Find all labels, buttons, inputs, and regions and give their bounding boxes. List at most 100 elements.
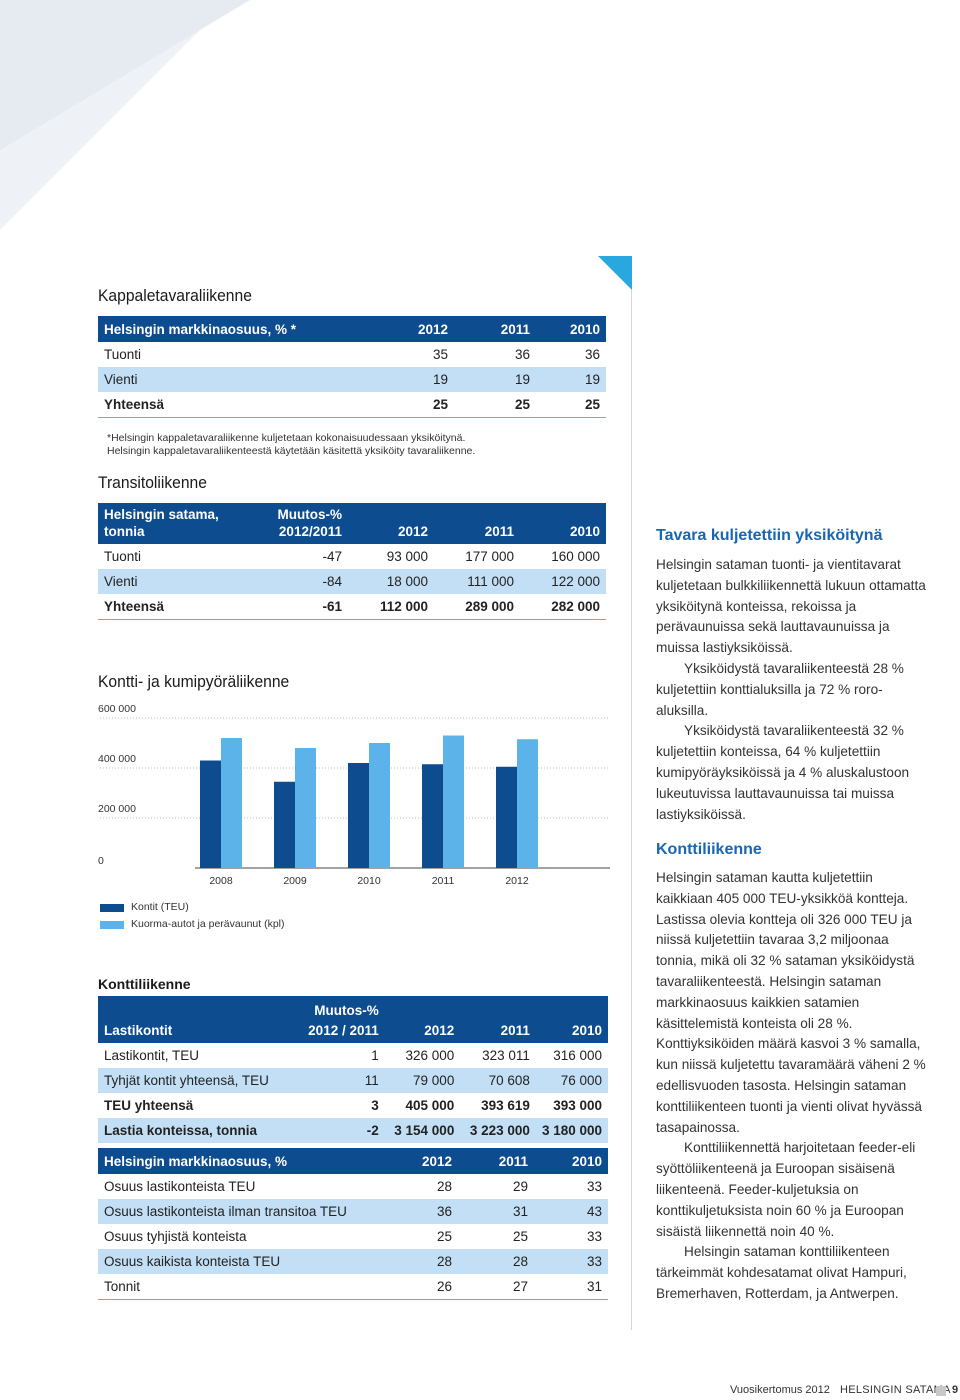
table-cell: 31 — [534, 1274, 608, 1300]
section-title-konttiliikenne: Konttiliikenne — [98, 976, 191, 992]
table-header — [348, 503, 434, 522]
table-row: Osuus tyhjistä konteista 25 25 33 — [98, 1224, 608, 1249]
table-header: Helsingin markkinaosuus, % * — [98, 316, 378, 342]
table-cell: Yhteensä — [98, 594, 248, 620]
footer-square-icon — [936, 1386, 946, 1396]
table-cell: 35 — [432, 347, 448, 362]
page-number: 9 — [952, 1384, 959, 1396]
table-header: 2010 — [520, 522, 606, 544]
table-cell: 27 — [458, 1274, 534, 1300]
table-cell: -2 — [277, 1118, 385, 1143]
table-cell: 28 — [436, 1179, 452, 1194]
table-header-row: Helsingin markkinaosuus, % 2012 2011 201… — [98, 1148, 608, 1174]
y-tick-label: 600 000 — [98, 703, 136, 715]
table-cell: 18 000 — [348, 569, 434, 594]
bar-kuorma-autot — [517, 739, 538, 868]
kontti-share-table: Helsingin markkinaosuus, % 2012 2011 201… — [98, 1148, 608, 1300]
sidebar-heading: Konttiliikenne — [656, 841, 762, 858]
table-cell: 177 000 — [465, 549, 514, 564]
sidebar-paragraph: Yksiköidystä tavaraliikenteestä 28 % kul… — [656, 660, 904, 718]
table-cell: 122 000 — [520, 569, 606, 594]
table-row: Tuonti 35 36 36 — [98, 342, 606, 367]
table-header: Helsingin satama, — [98, 503, 248, 522]
legend-swatch-kuorma — [100, 921, 124, 929]
kappaletavara-table: Helsingin markkinaosuus, % * 2012 2011 2… — [98, 316, 606, 418]
table-cell: 405 000 — [405, 1098, 455, 1113]
table-header: tonnia — [98, 522, 248, 544]
table-row: TEU yhteensä 3 405 000 393 619 393 000 — [98, 1093, 608, 1118]
background-decoration-inner — [0, 0, 250, 150]
table-row: Tyhjät kontit yhteensä, TEU 11 79 000 70… — [98, 1068, 608, 1093]
bar-kontit — [348, 763, 369, 868]
table-cell: 25 — [454, 392, 536, 418]
transito-table: Helsingin satama, Muutos-% tonnia 2012/2… — [98, 503, 606, 620]
y-tick-label: 200 000 — [98, 803, 136, 815]
sidebar-paragraph: Helsingin sataman kautta kuljetettiin ka… — [656, 870, 926, 1135]
table-row: Tonnit 26 27 31 — [98, 1274, 608, 1300]
bar-kontit — [422, 764, 443, 868]
table-header — [434, 503, 520, 522]
table-cell: Tonnit — [98, 1274, 388, 1300]
table-cell: 3 — [371, 1098, 379, 1113]
bar-kuorma-autot — [295, 748, 316, 868]
table-cell: 323 011 — [482, 1048, 530, 1063]
table-cell: 36 — [584, 347, 600, 362]
table-cell: 3 154 000 — [384, 1118, 461, 1143]
table-cell: 31 — [458, 1199, 534, 1224]
sidebar-paragraph: Helsingin sataman konttiliikenteen tärke… — [656, 1244, 907, 1301]
table-cell: Lastia konteissa, tonnia — [98, 1118, 278, 1143]
x-tick-label: 2008 — [209, 875, 233, 887]
table-row: Yhteensä -61 112 000 289 000 282 000 — [98, 594, 606, 620]
table-header: 2012/2011 — [248, 522, 348, 544]
table-header: Lastikontit — [98, 1021, 278, 1043]
footer-org: HELSINGIN SATAMA — [840, 1384, 951, 1396]
table-cell: 70 608 — [460, 1068, 536, 1093]
table-cell: 28 — [388, 1249, 458, 1274]
table-header-row: Lastikontit 2012 / 2011 2012 2011 2010 — [98, 1021, 608, 1043]
table-header: 2010 — [534, 1148, 608, 1174]
table-cell: Osuus lastikonteista ilman transitoa TEU — [98, 1199, 388, 1224]
bar-chart: 600 000 400 000 200 000 0 2008 2009 2010 2011 20… — [98, 703, 610, 887]
table-cell: 76 000 — [535, 1068, 608, 1093]
table-cell: 93 000 — [386, 549, 428, 564]
table-cell: 289 000 — [434, 594, 520, 620]
table-cell: TEU yhteensä — [104, 1098, 194, 1113]
table-header: 2010 — [535, 1021, 608, 1043]
sidebar-heading: Tavara kuljetettiin yksiköitynä — [656, 527, 883, 544]
chart-title: Kontti- ja kumipyöräliikenne — [98, 672, 290, 691]
table-header: 2012 / 2011 — [277, 1021, 385, 1043]
x-tick-label: 2009 — [283, 875, 307, 887]
footer-report-name: Vuosikertomus 2012 — [730, 1384, 830, 1396]
bar-kuorma-autot — [221, 738, 242, 868]
table-cell: 33 — [534, 1249, 608, 1274]
table-cell: Vienti — [98, 569, 248, 594]
table-cell: 28 — [458, 1249, 534, 1274]
x-tick-label: 2012 — [505, 875, 529, 887]
table-header: 2012 — [348, 522, 434, 544]
table-cell: 19 — [454, 367, 536, 392]
table-header: 2011 — [460, 1021, 536, 1043]
sidebar-paragraph: Helsingin sataman tuonti- ja vientitavar… — [656, 557, 926, 656]
table-header — [98, 996, 278, 1021]
table-cell: Osuus kaikista konteista TEU — [98, 1249, 388, 1274]
table-cell: 19 — [378, 367, 454, 392]
legend-label: Kontit (TEU) — [131, 901, 189, 913]
legend-label: Kuorma-autot ja perävaunut (kpl) — [131, 918, 285, 930]
table-cell: 160 000 — [551, 549, 600, 564]
table-cell: 11 — [277, 1068, 385, 1093]
table-cell: -84 — [248, 569, 348, 594]
table-header — [520, 503, 606, 522]
bar-kuorma-autot — [443, 735, 464, 868]
x-tick-label: 2011 — [432, 875, 455, 887]
table-cell: Vienti — [98, 367, 378, 392]
sidebar-paragraph: Konttiliikennettä harjoitetaan feeder-el… — [656, 1140, 916, 1239]
table-cell: 43 — [534, 1199, 608, 1224]
table-row: Yhteensä 25 25 25 — [98, 392, 606, 418]
sidebar-text-block: Helsingin sataman tuonti- ja vientitavar… — [656, 555, 926, 825]
table-header-row: Helsingin satama, Muutos-% — [98, 503, 606, 522]
table-header: 2011 — [434, 522, 520, 544]
footnote: *Helsingin kappaletavaraliikenne kuljete… — [107, 432, 466, 444]
table-header: 2011 — [454, 316, 536, 342]
table-row: Tuonti -47 93 000 177 000 160 000 — [98, 544, 606, 569]
table-cell: Tyhjät kontit yhteensä, TEU — [98, 1068, 278, 1093]
